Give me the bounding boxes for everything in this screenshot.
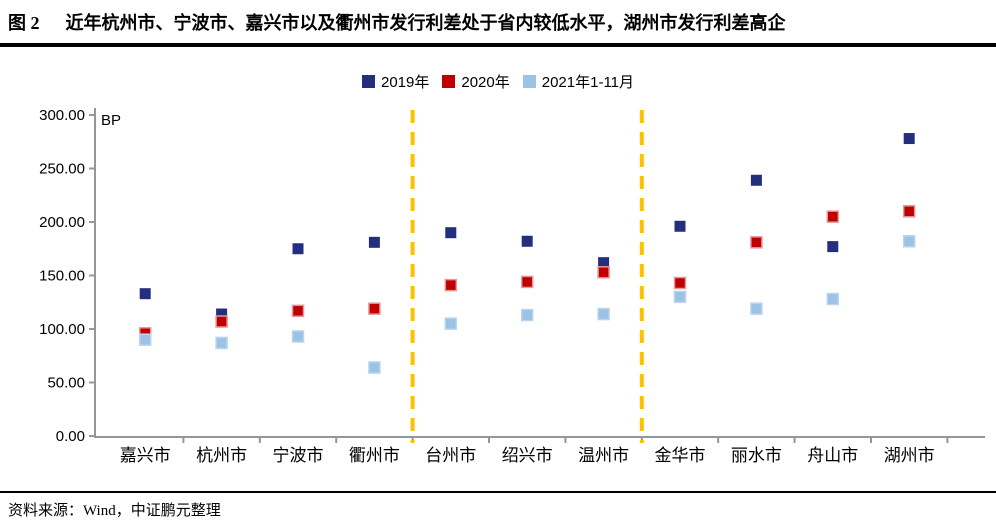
y-tick-label: 250.00 xyxy=(39,161,85,178)
x-category-label: 宁波市 xyxy=(273,446,324,465)
legend-item: 2021年1-11月 xyxy=(522,71,635,92)
source-note: 资料来源：Wind，中证鹏元整理 xyxy=(0,491,996,520)
data-point-marker xyxy=(674,220,686,232)
figure-label: 图 2 xyxy=(8,13,40,33)
page-title: 近年杭州市、宁波市、嘉兴市以及衢州市发行利差处于省内较低水平，湖州市发行利差高企 xyxy=(65,13,786,33)
x-category-label: 温州市 xyxy=(578,446,629,465)
data-point-marker xyxy=(368,236,380,248)
legend-item: 2019年 xyxy=(361,71,430,92)
data-point-marker xyxy=(750,174,762,186)
y-tick-label: 200.00 xyxy=(39,214,85,231)
legend-label: 2021年1-11月 xyxy=(541,74,635,91)
data-point-marker xyxy=(368,361,381,374)
data-point-marker xyxy=(826,292,840,306)
x-category-label: 丽水市 xyxy=(731,446,782,465)
x-category-label: 台州市 xyxy=(425,446,476,465)
legend-label: 2020年 xyxy=(461,74,510,91)
data-point-marker xyxy=(291,304,305,318)
data-point-marker xyxy=(368,302,381,315)
legend-swatch-icon xyxy=(442,75,456,88)
x-category-label: 杭州市 xyxy=(196,446,247,465)
data-point-marker xyxy=(750,236,763,249)
data-point-marker xyxy=(215,315,228,328)
chart-legend: 2019年 2020年 2021年1-11月 xyxy=(0,71,996,92)
data-point-marker xyxy=(292,243,304,255)
data-point-marker xyxy=(215,336,228,350)
x-category-label: 嘉兴市 xyxy=(120,446,171,465)
x-category-label: 湖州市 xyxy=(884,446,935,465)
data-point-marker xyxy=(598,257,610,269)
data-point-marker xyxy=(673,290,687,304)
x-category-label: 绍兴市 xyxy=(502,446,553,465)
data-point-marker xyxy=(521,235,533,247)
figure-title-bar: 图 2 近年杭州市、宁波市、嘉兴市以及衢州市发行利差处于省内较低水平，湖州市发行利… xyxy=(0,0,996,47)
data-point-marker xyxy=(902,235,916,248)
y-tick-label: 300.00 xyxy=(39,107,85,124)
legend-swatch-icon xyxy=(522,75,536,88)
data-point-marker xyxy=(902,205,916,218)
data-point-marker xyxy=(444,278,458,292)
x-category-label: 金华市 xyxy=(655,446,706,465)
data-point-marker xyxy=(750,302,763,315)
data-point-marker xyxy=(827,241,839,253)
data-point-marker xyxy=(597,307,610,321)
data-point-marker xyxy=(444,317,458,330)
legend-label: 2019年 xyxy=(380,74,430,91)
data-point-marker xyxy=(903,133,915,145)
x-category-label: 舟山市 xyxy=(807,446,858,465)
y-tick-label: 100.00 xyxy=(39,321,85,338)
data-point-marker xyxy=(216,308,228,320)
data-point-marker xyxy=(826,210,840,223)
data-point-marker xyxy=(520,308,534,322)
y-tick-label: 50.00 xyxy=(47,375,85,392)
data-point-marker xyxy=(597,266,610,279)
legend-swatch-icon xyxy=(361,75,375,88)
data-point-marker xyxy=(291,330,305,343)
data-point-marker xyxy=(139,288,151,300)
y-tick-label: 150.00 xyxy=(39,268,85,285)
source-text: 资料来源：Wind，中证鹏元整理 xyxy=(8,503,221,519)
x-category-label: 衢州市 xyxy=(349,445,400,465)
y-axis-unit-label: BP xyxy=(101,112,121,129)
data-point-marker xyxy=(520,275,534,289)
data-point-marker xyxy=(673,276,687,290)
legend-item: 2020年 xyxy=(442,71,510,92)
y-tick-label: 0.00 xyxy=(56,428,85,445)
data-point-marker xyxy=(445,227,457,239)
data-point-marker xyxy=(138,333,152,346)
